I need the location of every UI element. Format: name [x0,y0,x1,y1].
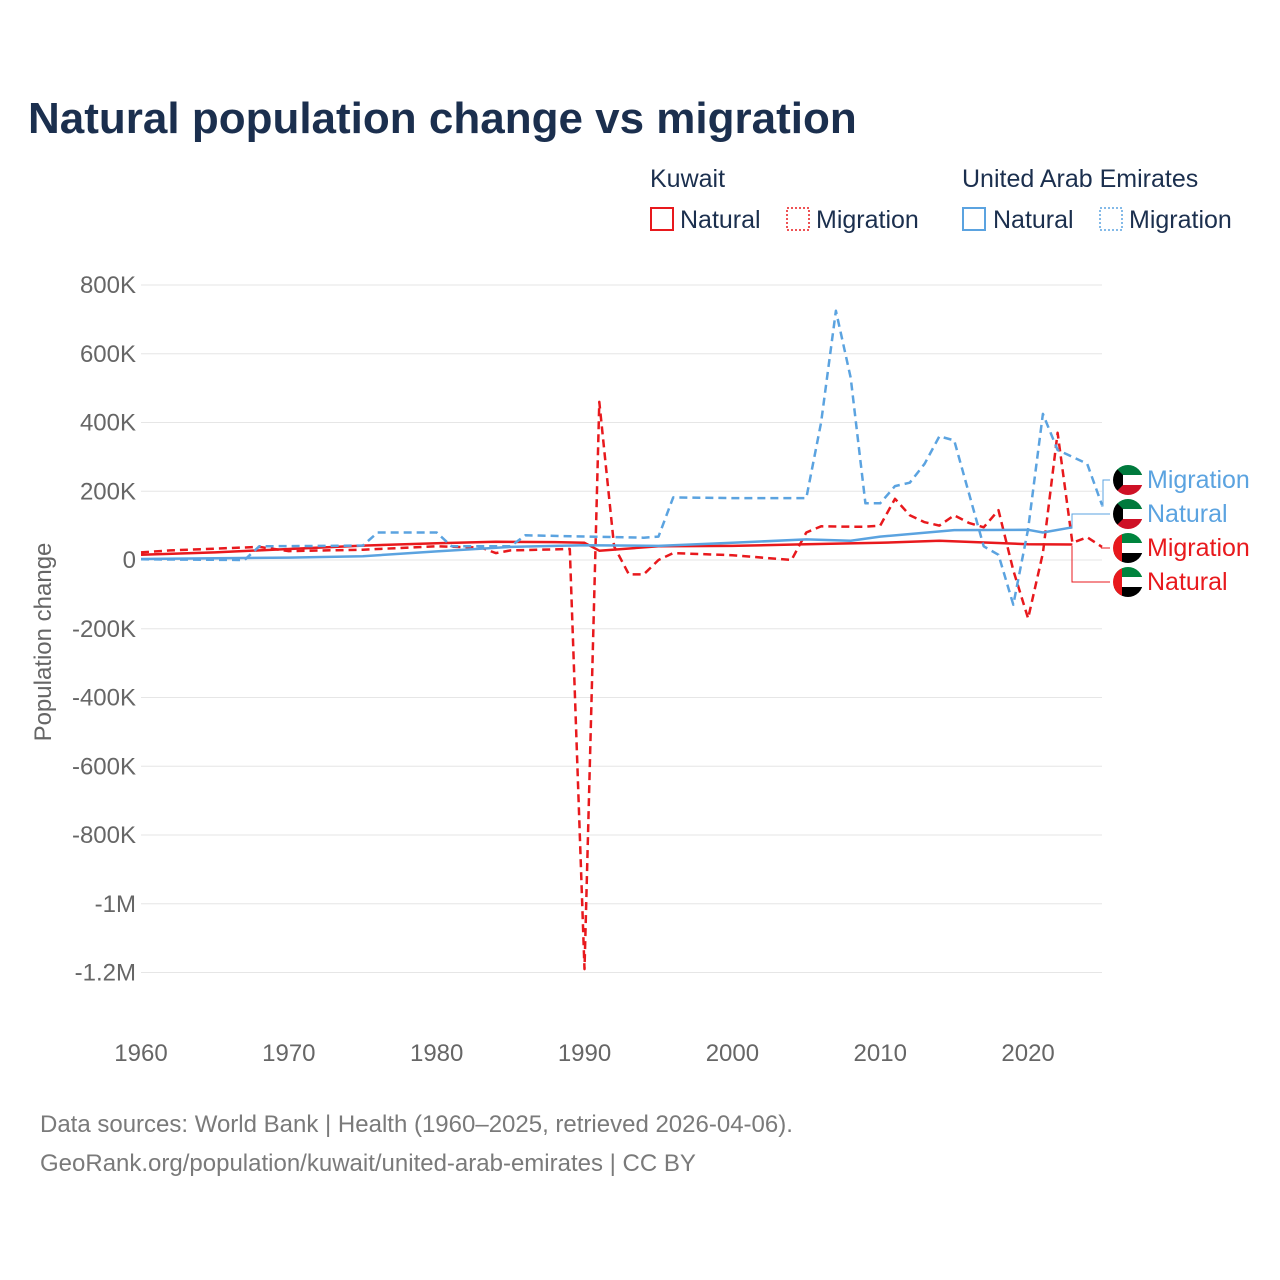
legend-swatch-uae-migration [1099,207,1123,231]
x-tick-label: 2010 [854,1040,907,1067]
series-line-kuwait-natural [140,539,1073,557]
end-label-text: Natural [1147,500,1228,528]
series-lines [140,309,1104,971]
y-axis-label: Population change [30,543,57,742]
y-tick-label: -400K [72,685,136,712]
legend-group-uae: United Arab Emirates [962,165,1198,193]
legend-swatch-kuwait-natural [650,207,674,231]
x-tick-label: 1980 [410,1040,463,1067]
end-label-connectors [1071,479,1110,583]
legend-swatch-uae-natural [962,207,986,231]
legend-group-kuwait: Kuwait [650,165,725,193]
y-tick-label: -200K [72,616,136,643]
end-label-text: Migration [1147,466,1250,494]
connector-uae-migration [1101,479,1110,507]
end-label-kuwait-natural: Natural [1113,567,1228,597]
y-tick-label: 0 [123,547,136,574]
uae-flag-icon [1113,567,1143,597]
end-label-uae-migration: Migration [1113,465,1250,495]
legend-label-kuwait-migration: Migration [816,206,919,234]
end-labels: Migration Natural [1113,465,1250,597]
series-line-uae-natural [140,526,1073,561]
chart-title: Natural population change vs migration [28,94,857,143]
source-line-2: GeoRank.org/population/kuwait/united-ara… [40,1150,696,1177]
series-line-kuwait-migration [140,400,1103,971]
y-tick-label: 400K [80,410,136,437]
y-axis-ticks: 800K 600K 400K 200K 0 -200K -400K -600K -800K -1M… [72,272,136,987]
x-tick-label: 1960 [114,1040,167,1067]
legend: Kuwait United Arab Emirates Natural Migr… [650,165,1232,234]
connector-uae-natural [1071,513,1110,528]
y-tick-label: -1.2M [75,960,136,987]
source-line-1: Data sources: World Bank | Health (1960–… [40,1111,793,1138]
y-tick-label: -800K [72,822,136,849]
x-axis-ticks: 1960 1970 1980 1990 2000 2010 2020 [114,1040,1054,1067]
y-tick-label: 800K [80,272,136,299]
gridlines [141,284,1102,973]
end-label-text: Natural [1147,568,1228,596]
connector-kuwait-natural [1071,546,1110,583]
x-tick-label: 2020 [1001,1040,1054,1067]
x-tick-label: 1990 [558,1040,611,1067]
uae-flag-icon [1113,533,1143,563]
end-label-uae-natural: Natural [1113,499,1228,529]
legend-swatch-kuwait-migration [786,207,810,231]
end-label-text: Migration [1147,534,1250,562]
legend-label-uae-natural: Natural [993,206,1074,234]
kuwait-flag-icon [1113,465,1143,495]
end-label-kuwait-migration: Migration [1113,533,1250,563]
y-tick-label: 600K [80,341,136,368]
legend-label-kuwait-natural: Natural [680,206,761,234]
legend-label-uae-migration: Migration [1129,206,1232,234]
y-tick-label: 200K [80,478,136,505]
y-tick-label: -1M [95,891,136,918]
x-tick-label: 1970 [262,1040,315,1067]
kuwait-flag-icon [1113,499,1143,529]
y-tick-label: -600K [72,753,136,780]
x-tick-label: 2000 [706,1040,759,1067]
